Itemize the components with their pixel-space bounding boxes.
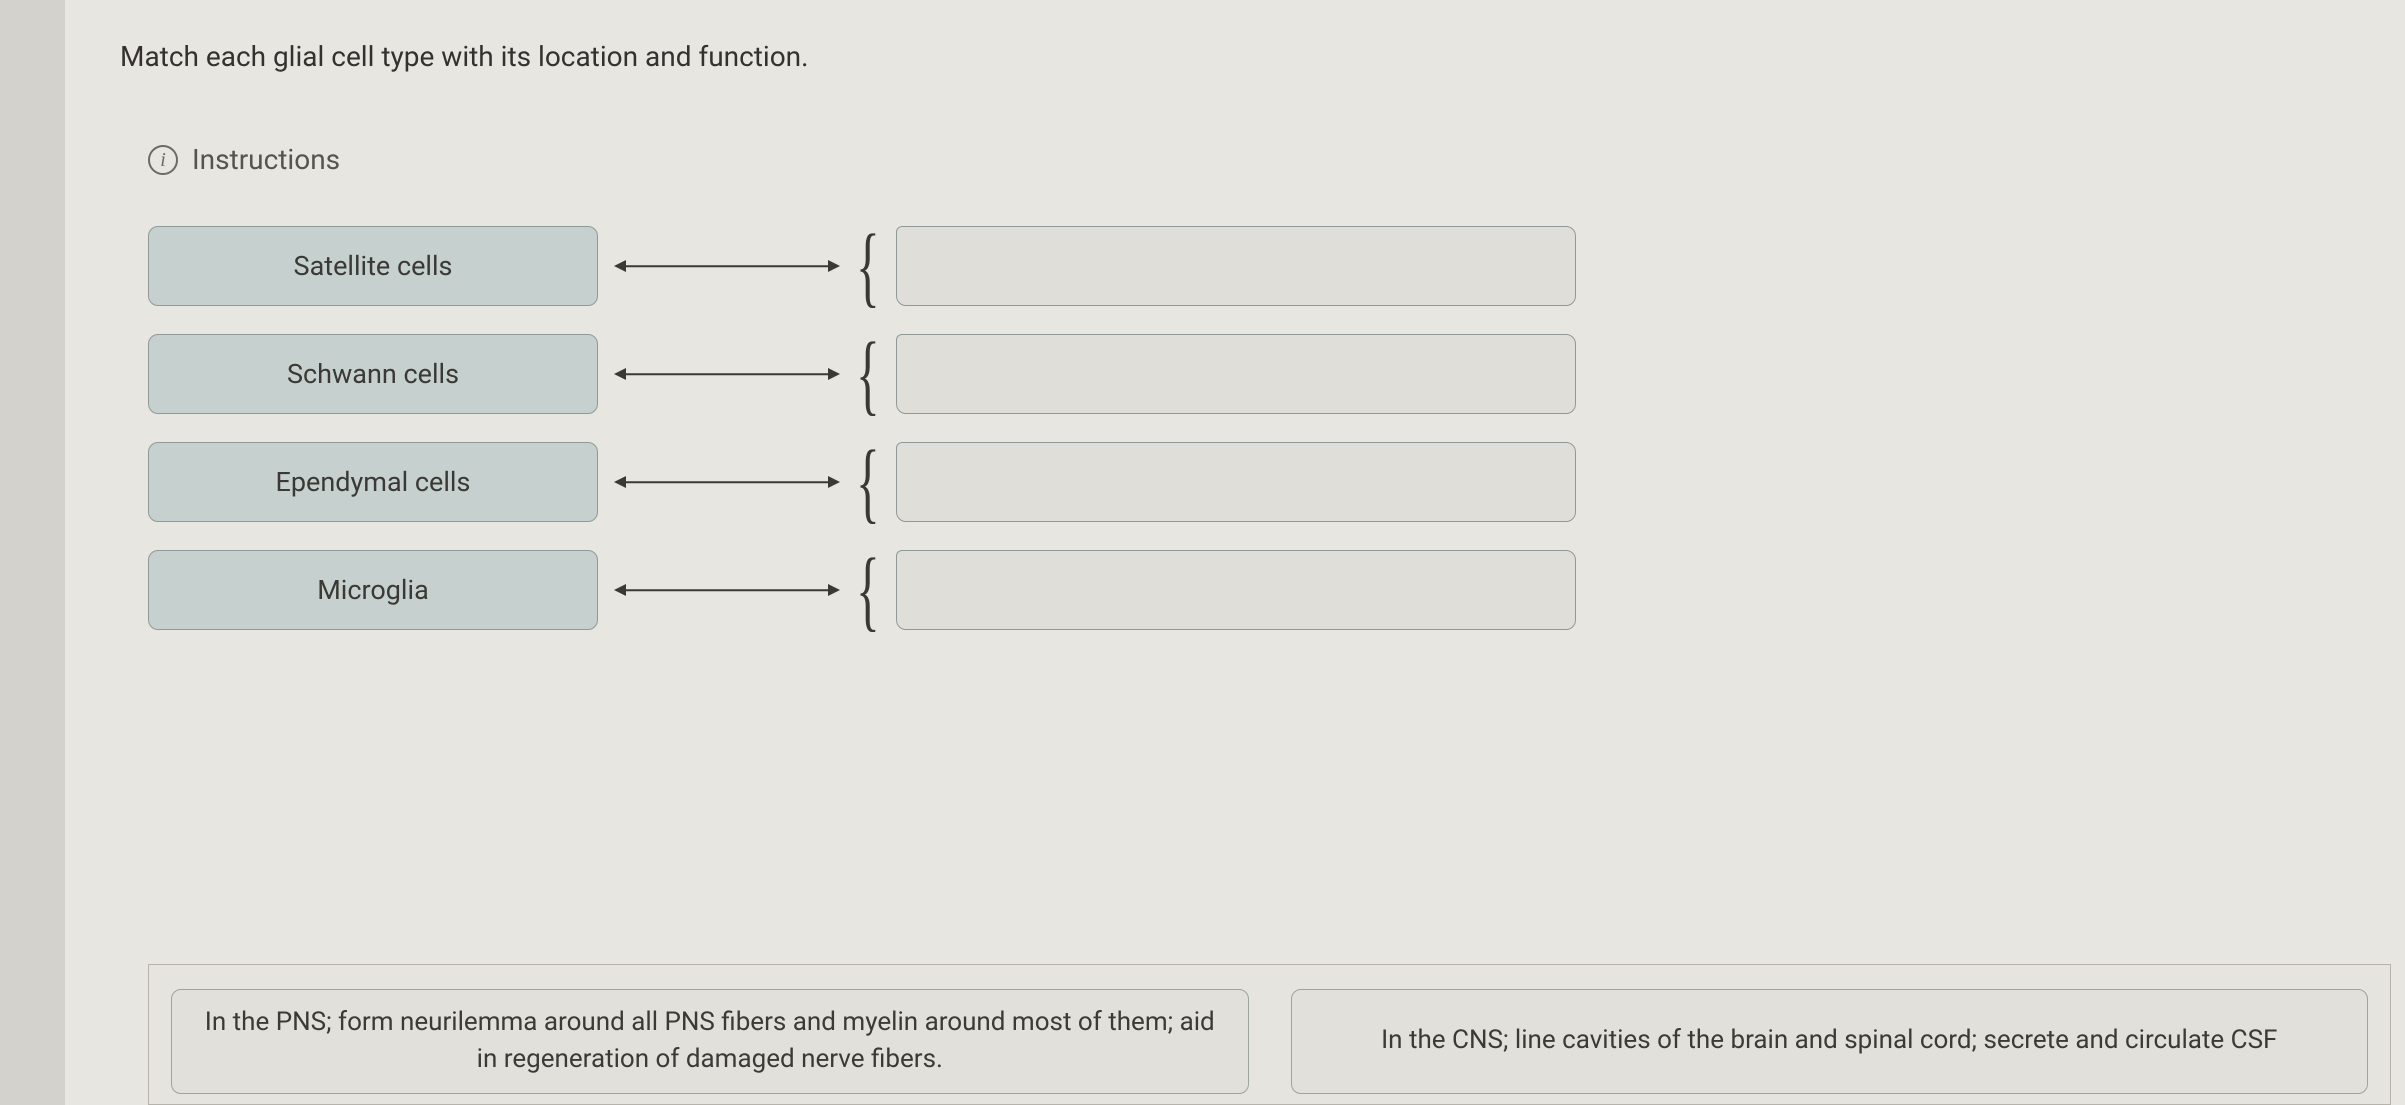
arrow-connector	[612, 265, 842, 267]
question-content: Match each glial cell type with its loca…	[65, 0, 2405, 1105]
arrow-connector	[612, 373, 842, 375]
label-card-ependymal[interactable]: Ependymal cells	[148, 442, 598, 522]
label-card-microglia[interactable]: Microglia	[148, 550, 598, 630]
brace-icon: {	[856, 451, 874, 514]
label-card-satellite[interactable]: Satellite cells	[148, 226, 598, 306]
brace-icon: {	[856, 235, 874, 298]
dropzone-microglia[interactable]	[896, 550, 1576, 630]
label-card-schwann[interactable]: Schwann cells	[148, 334, 598, 414]
dropzone-ependymal[interactable]	[896, 442, 1576, 522]
instructions-label: Instructions	[192, 143, 340, 176]
match-row: Ependymal cells {	[148, 442, 2355, 522]
instructions-toggle[interactable]: i Instructions	[148, 143, 2355, 176]
dropzone-schwann[interactable]	[896, 334, 1576, 414]
dropzone-satellite[interactable]	[896, 226, 1576, 306]
answer-card-pns-neurilemma[interactable]: In the PNS; form neurilemma around all P…	[171, 989, 1249, 1094]
left-margin	[0, 0, 65, 1105]
question-prompt: Match each glial cell type with its loca…	[120, 40, 2355, 73]
match-row: Satellite cells {	[148, 226, 2355, 306]
brace-icon: {	[856, 343, 874, 406]
answer-card-cns-csf[interactable]: In the CNS; line cavities of the brain a…	[1291, 989, 2369, 1094]
arrow-connector	[612, 589, 842, 591]
match-row: Microglia {	[148, 550, 2355, 630]
answer-bank: In the PNS; form neurilemma around all P…	[148, 964, 2391, 1105]
matching-area: Satellite cells { Schwann cells { Ependy…	[148, 226, 2355, 630]
arrow-connector	[612, 481, 842, 483]
info-icon: i	[148, 145, 178, 175]
brace-icon: {	[856, 559, 874, 622]
match-row: Schwann cells {	[148, 334, 2355, 414]
